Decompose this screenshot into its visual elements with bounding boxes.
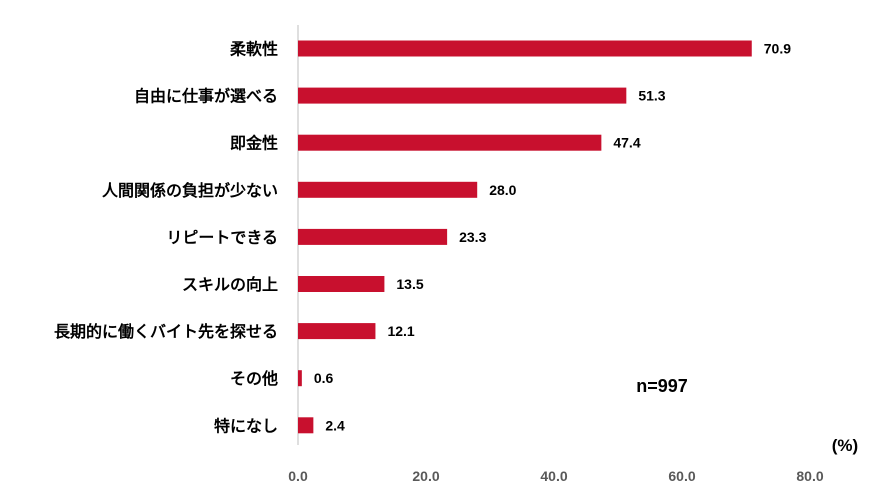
category-label: 特になし — [214, 416, 278, 435]
category-label: 人間関係の負担が少ない — [102, 181, 278, 200]
bar — [298, 40, 752, 57]
bar — [298, 134, 602, 151]
value-label: 23.3 — [459, 229, 486, 245]
value-label: 28.0 — [489, 182, 516, 198]
value-label: 12.1 — [387, 323, 414, 339]
bar — [298, 228, 448, 245]
bars-group — [298, 40, 752, 434]
value-label: 13.5 — [396, 276, 423, 292]
value-label: 51.3 — [638, 88, 665, 104]
bar — [298, 181, 478, 198]
x-tick-label: 0.0 — [288, 468, 308, 484]
category-label: 即金性 — [230, 134, 278, 153]
x-tick-label: 20.0 — [412, 468, 439, 484]
x-tick-label: 40.0 — [540, 468, 567, 484]
value-label: 2.4 — [325, 417, 345, 433]
sample-size-annotation: n=997 — [636, 376, 688, 396]
bar — [298, 276, 385, 292]
x-tick-labels: 0.0 20.0 40.0 60.0 80.0 — [288, 468, 824, 484]
bar — [298, 370, 302, 387]
bar — [298, 417, 314, 434]
value-label: 47.4 — [613, 135, 640, 151]
value-label: 70.9 — [764, 41, 791, 57]
bar — [298, 323, 376, 340]
category-label: 柔軟性 — [229, 40, 278, 59]
category-label: スキルの向上 — [182, 275, 278, 294]
category-labels: 柔軟性自由に仕事が選べる即金性人間関係の負担が少ないリピートできるスキルの向上長… — [54, 40, 278, 436]
unit-label: (%) — [832, 436, 858, 455]
category-label: 長期的に働くバイト先を探せる — [54, 322, 278, 341]
value-label: 0.6 — [314, 370, 334, 386]
category-label: 自由に仕事が選べる — [134, 87, 278, 106]
bar — [298, 87, 627, 104]
category-label: リピートできる — [166, 228, 278, 247]
category-label: その他 — [230, 369, 278, 388]
x-tick-label: 60.0 — [668, 468, 695, 484]
x-tick-label: 80.0 — [796, 468, 823, 484]
value-labels: 70.9 51.3 47.4 28.0 23.3 13.5 12.1 0.6 2.4 — [314, 41, 791, 434]
